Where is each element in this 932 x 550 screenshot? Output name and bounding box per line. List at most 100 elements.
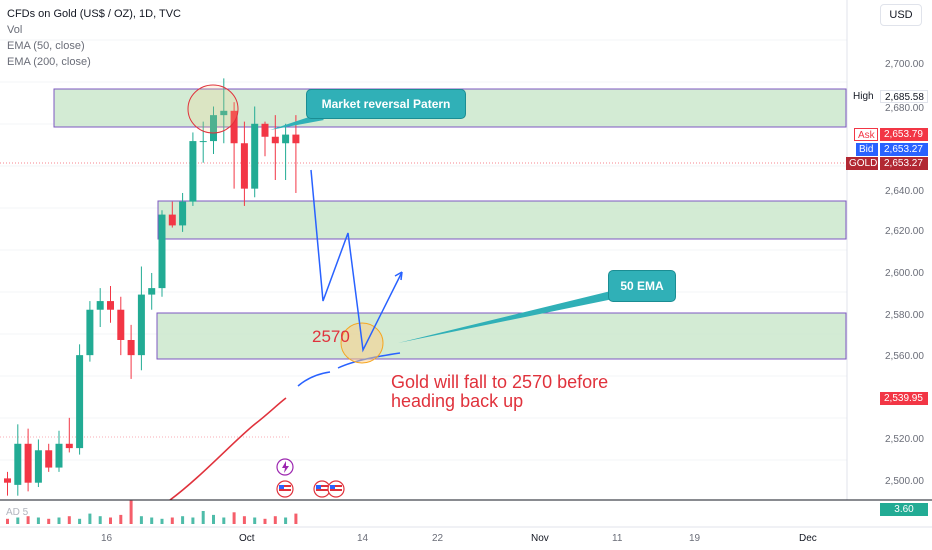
high-value: 2,685.58 <box>880 90 928 103</box>
volume-bar <box>253 517 257 524</box>
price-tick: 2,640.00 <box>885 186 924 197</box>
volume-bar <box>273 516 277 524</box>
volume-bar <box>67 516 71 524</box>
volume-bar <box>139 516 143 524</box>
forecast-text-line2[interactable]: heading back up <box>391 391 524 411</box>
lightning-icon <box>282 461 289 473</box>
volume-bar <box>98 516 102 524</box>
candle-body[interactable] <box>55 443 63 468</box>
volume-bar <box>181 516 185 524</box>
candle-body[interactable] <box>210 115 217 142</box>
legend-ema200[interactable]: EMA (200, close) <box>7 56 91 68</box>
candle-body[interactable] <box>24 443 32 483</box>
candle-body[interactable] <box>189 141 197 202</box>
high-label: High <box>853 91 874 102</box>
candle-body[interactable] <box>45 450 53 468</box>
volume-bar <box>16 517 20 524</box>
candle-body[interactable] <box>168 214 176 226</box>
candle-body[interactable] <box>127 340 135 356</box>
volume-bar <box>191 517 195 524</box>
currency-button[interactable]: USD <box>880 4 922 26</box>
forecast-arrowhead <box>394 271 403 281</box>
candle-body[interactable] <box>4 478 11 483</box>
time-tick: 11 <box>612 533 623 544</box>
ask-value: 2,653.79 <box>880 128 928 141</box>
symbol-value: 2,653.27 <box>880 157 928 170</box>
candle-body[interactable] <box>199 141 207 143</box>
candle-body[interactable] <box>220 110 228 116</box>
price-tick: 2,680.00 <box>885 103 924 114</box>
volume-bar <box>47 518 51 524</box>
time-tick: Oct <box>239 533 255 544</box>
volume-bar <box>78 518 82 524</box>
volume-bar <box>109 517 112 524</box>
candle-body[interactable] <box>179 201 187 226</box>
candle-body[interactable] <box>261 123 269 137</box>
volume-bar <box>263 518 267 524</box>
candle-body[interactable] <box>137 294 145 356</box>
candle-body[interactable] <box>34 450 42 483</box>
candle-body[interactable] <box>158 214 166 289</box>
volume-bar <box>212 514 215 524</box>
top-highlight-circle[interactable] <box>187 84 239 134</box>
bid-label: Bid <box>856 143 878 156</box>
time-tick: 19 <box>689 533 701 544</box>
candle-body[interactable] <box>282 134 290 144</box>
time-tick: 14 <box>357 533 369 544</box>
candle-body[interactable] <box>230 110 238 144</box>
candle-body[interactable] <box>148 288 156 295</box>
price-tick: 2,620.00 <box>885 226 924 237</box>
ema-value-tag: 2,539.95 <box>880 392 928 405</box>
candle-body[interactable] <box>292 134 300 144</box>
candle-body[interactable] <box>240 143 248 189</box>
time-tick: Dec <box>799 533 817 544</box>
legend-volume[interactable]: Vol <box>7 24 23 36</box>
ask-label: Ask <box>854 128 878 141</box>
volume-bar <box>6 518 9 524</box>
candle-body[interactable] <box>76 355 84 449</box>
chart-legend: CFDs on Gold (US$ / OZ), 1D, TVC Vol EMA… <box>7 6 181 70</box>
volume-panel-label: AD 5 <box>6 507 29 518</box>
callout-ema-pointer <box>398 290 618 343</box>
symbol-title[interactable]: CFDs on Gold (US$ / OZ), 1D, TVC <box>7 8 182 20</box>
time-tick: 16 <box>101 533 113 544</box>
candle-body[interactable] <box>96 301 104 310</box>
volume-bar <box>242 516 246 524</box>
volume-value-tag: 3.60 <box>880 503 928 516</box>
volume-bar <box>232 512 236 524</box>
volume-bar <box>129 500 133 524</box>
candle-body[interactable] <box>86 309 94 356</box>
forecast-path[interactable] <box>310 169 403 353</box>
price-tick: 2,580.00 <box>885 310 924 321</box>
volume-bar <box>57 517 61 524</box>
time-tick: Nov <box>531 533 549 544</box>
candle-body[interactable] <box>251 123 259 189</box>
volume-bar <box>201 511 205 524</box>
candle-body[interactable] <box>107 301 114 310</box>
volume-bar <box>294 513 298 524</box>
legend-ema50[interactable]: EMA (50, close) <box>7 40 85 52</box>
candle-body[interactable] <box>65 443 73 449</box>
volume-bar <box>222 517 226 524</box>
symbol-label: GOLD <box>846 157 878 170</box>
volume-bar <box>88 513 92 524</box>
callout-reversal[interactable]: Market reversal Patern <box>306 89 466 119</box>
price-tick: 2,500.00 <box>885 476 924 487</box>
volume-bar <box>26 516 30 524</box>
volume-bar <box>150 517 154 524</box>
candle-body[interactable] <box>271 136 279 144</box>
price-tick: 2,560.00 <box>885 351 924 362</box>
candle-body[interactable] <box>117 309 125 340</box>
event-icons[interactable] <box>276 458 345 498</box>
price-tick: 2,700.00 <box>885 59 924 70</box>
forecast-text-line1[interactable]: Gold will fall to 2570 before <box>391 372 609 392</box>
candle-body[interactable] <box>14 443 22 485</box>
support-zone-upper[interactable] <box>157 200 847 240</box>
callout-ema[interactable]: 50 EMA <box>608 270 676 302</box>
volume-bar <box>284 517 288 524</box>
volume-bar <box>160 518 164 524</box>
price-tick: 2,520.00 <box>885 434 924 445</box>
ema200-line <box>169 397 287 501</box>
level-text[interactable]: 2570 <box>312 327 350 346</box>
